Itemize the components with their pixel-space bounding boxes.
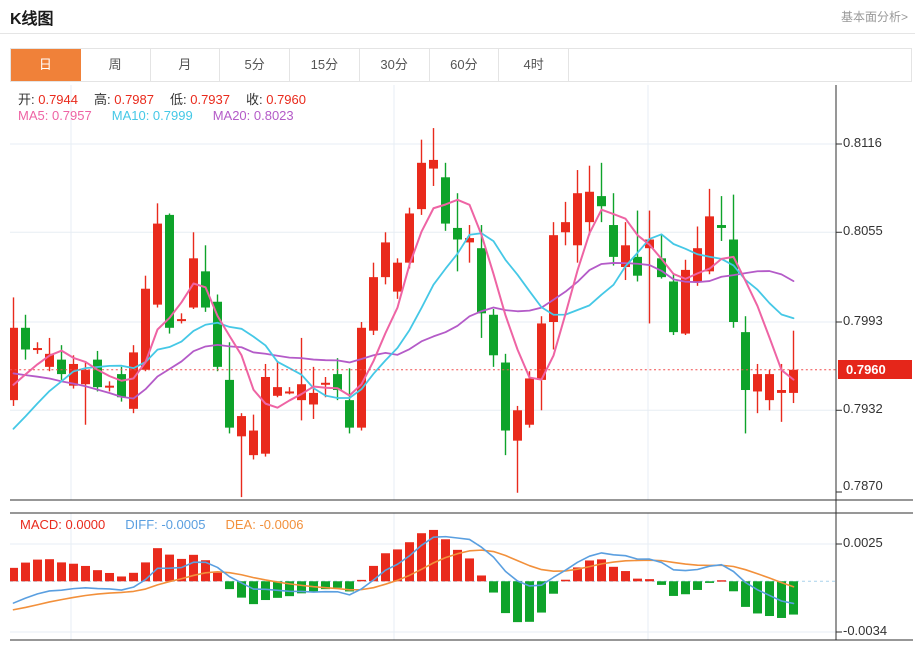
header-divider	[0, 33, 915, 34]
tab-60min[interactable]: 60分	[430, 49, 500, 81]
price-tick-label: 0.7932	[843, 401, 883, 417]
page-title: K线图	[10, 11, 54, 28]
legend-close: 收: 0.7960	[246, 92, 306, 107]
legend-ma5: MA5: 0.7957	[18, 108, 92, 123]
tab-30min[interactable]: 30分	[360, 49, 430, 81]
tab-month[interactable]: 月	[151, 49, 221, 81]
macd-tick-label: 0.0025	[843, 535, 883, 550]
macd-legend: MACD: 0.0000 DIFF: -0.0005 DEA: -0.0006	[20, 517, 324, 532]
ma-legend: MA5: 0.7957 MA10: 0.7999 MA20: 0.8023	[18, 108, 314, 123]
price-tick-label: 0.8116	[843, 135, 882, 150]
macd-tick-label: -0.0034	[843, 623, 888, 638]
tab-15min[interactable]: 15分	[290, 49, 360, 81]
price-tick-label: 0.7870	[843, 478, 883, 493]
interval-tabbar: 日周月 5分 15分 30分 60分 4时	[10, 48, 912, 82]
ohlc-legend: 开: 0.7944 高: 0.7987 低: 0.7937 收: 0.7960	[18, 89, 322, 108]
price-tick-label: 0.7993	[843, 313, 883, 328]
legend-macd: MACD: 0.0000	[20, 517, 106, 532]
tab-4hour[interactable]: 4时	[499, 49, 569, 81]
current-price-badge: 0.7960	[838, 360, 912, 380]
legend-diff: DIFF: -0.0005	[125, 517, 206, 532]
legend-dea: DEA: -0.0006	[225, 517, 304, 532]
legend-ma10: MA10: 0.7999	[111, 108, 193, 123]
tab-5min[interactable]: 5分	[220, 49, 290, 81]
legend-high: 高: 0.7987	[94, 92, 154, 107]
price-tick-label: 0.8055	[843, 223, 883, 239]
legend-low: 低: 0.7937	[170, 92, 230, 107]
tab-week[interactable]: 周	[81, 49, 151, 81]
fundamental-analysis-link[interactable]: 基本面分析>	[840, 10, 908, 24]
legend-open: 开: 0.7944	[18, 92, 78, 107]
tab-day[interactable]: 日	[11, 49, 81, 81]
legend-ma20: MA20: 0.8023	[212, 108, 294, 123]
